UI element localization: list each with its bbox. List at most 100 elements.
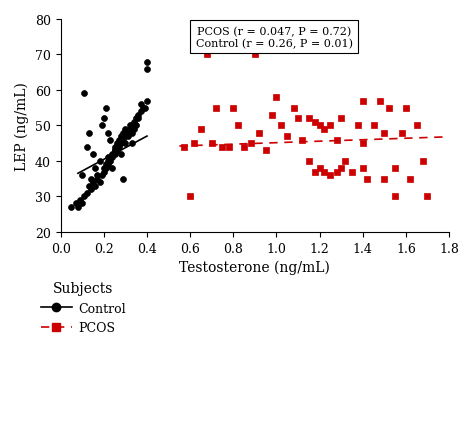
Point (122, 141, 129, 147)
Point (104, 158, 112, 165)
Point (96, 179, 103, 186)
Point (277, 123, 284, 130)
Point (132, 123, 140, 130)
Point (111, 151, 118, 158)
Point (268, 112, 276, 119)
Point (102, 165, 110, 172)
Point (143, 59, 151, 66)
Point (342, 158, 349, 165)
Point (79, 172, 86, 179)
Point (74, 204, 82, 211)
Point (143, 66, 151, 73)
Point (83, 190, 91, 197)
Point (219, 144, 226, 151)
Point (294, 41, 302, 48)
Y-axis label: LEP (ng/mL): LEP (ng/mL) (15, 82, 29, 170)
Point (333, 169, 341, 176)
Point (305, 115, 312, 122)
Point (119, 176, 127, 183)
Point (117, 133, 125, 140)
Point (212, 105, 220, 112)
Point (333, 137, 341, 144)
Point (139, 105, 146, 112)
Point (111, 147, 118, 154)
Point (316, 123, 323, 130)
Point (93, 176, 101, 183)
Point (204, 52, 211, 59)
Point (113, 144, 120, 151)
Point (111, 144, 118, 151)
Point (115, 141, 123, 147)
Point (337, 165, 345, 172)
Point (229, 105, 237, 112)
Point (128, 141, 136, 147)
Point (376, 98, 384, 105)
Point (180, 144, 187, 151)
Point (143, 98, 151, 105)
Point (398, 130, 405, 137)
Point (424, 193, 431, 200)
Point (413, 123, 420, 130)
Point (234, 123, 241, 130)
Point (137, 101, 144, 108)
Point (102, 161, 110, 168)
Point (359, 98, 366, 105)
Point (76, 197, 84, 204)
Point (359, 165, 366, 172)
Point (283, 133, 291, 140)
Point (109, 165, 116, 172)
Point (381, 176, 388, 183)
Point (305, 158, 312, 165)
Point (109, 151, 116, 158)
Point (122, 130, 129, 137)
Point (91, 165, 99, 172)
Point (111, 147, 118, 154)
Point (72, 201, 80, 207)
Point (117, 141, 125, 147)
Point (299, 137, 306, 144)
Point (68, 204, 75, 211)
Point (337, 115, 345, 122)
Point (104, 130, 112, 137)
Legend: Control, PCOS: Control, PCOS (36, 277, 131, 339)
Point (102, 105, 110, 112)
Point (186, 193, 194, 200)
Point (240, 144, 248, 151)
Point (107, 137, 114, 144)
Point (311, 119, 319, 126)
Point (113, 141, 120, 147)
Point (79, 201, 86, 207)
Point (130, 126, 138, 133)
Point (392, 165, 399, 172)
Point (141, 105, 149, 112)
Point (81, 91, 88, 98)
Point (124, 133, 131, 140)
Point (327, 123, 334, 130)
Point (115, 144, 123, 151)
Point (117, 151, 125, 158)
Point (126, 123, 134, 130)
Point (273, 95, 280, 101)
Point (392, 193, 399, 200)
Point (126, 126, 134, 133)
Point (385, 105, 392, 112)
Point (132, 115, 140, 122)
Point (98, 123, 105, 130)
Point (89, 151, 97, 158)
Point (119, 137, 127, 144)
Point (100, 169, 108, 176)
Point (320, 169, 328, 176)
Point (104, 155, 112, 161)
Point (128, 130, 136, 137)
Point (290, 105, 298, 112)
Point (81, 193, 88, 200)
Point (119, 130, 127, 137)
X-axis label: Testosterone (ng/mL): Testosterone (ng/mL) (180, 260, 330, 275)
Point (406, 176, 414, 183)
Point (135, 115, 142, 122)
Point (107, 155, 114, 161)
Point (100, 165, 108, 172)
Point (137, 109, 144, 115)
Point (197, 126, 205, 133)
Point (107, 158, 114, 165)
